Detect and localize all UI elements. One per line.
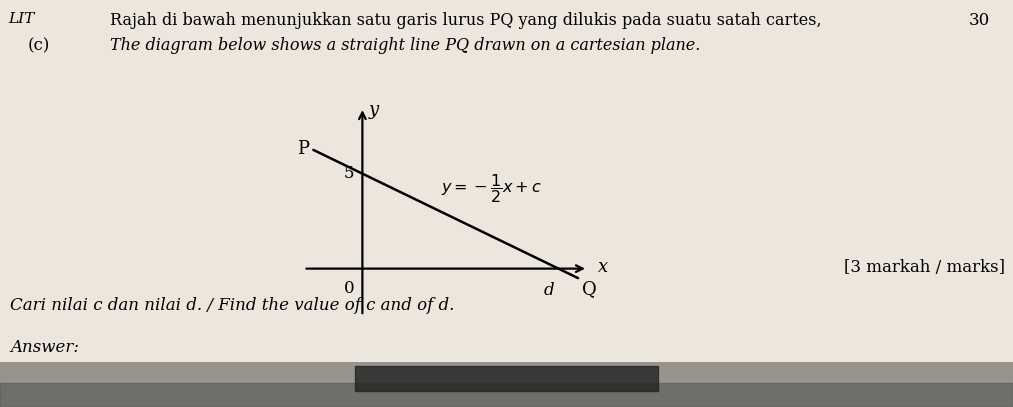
Text: d: d — [543, 282, 554, 299]
Text: Q: Q — [582, 280, 597, 298]
Text: Answer:: Answer: — [10, 339, 79, 356]
Text: (c): (c) — [28, 37, 51, 54]
Bar — [0, 0, 1013, 362]
Text: 0: 0 — [344, 280, 355, 297]
Text: Cari nilai c dan nilai d. / Find the value of c and of d.: Cari nilai c dan nilai d. / Find the val… — [10, 297, 455, 314]
Text: LIT: LIT — [8, 12, 34, 26]
Text: 30: 30 — [968, 12, 990, 29]
Text: x: x — [598, 258, 608, 276]
Text: y: y — [369, 101, 379, 120]
Text: The diagram below shows a straight line PQ drawn on a cartesian plane.: The diagram below shows a straight line … — [110, 37, 700, 54]
Text: $y = -\dfrac{1}{2}x + c$: $y = -\dfrac{1}{2}x + c$ — [441, 172, 542, 206]
Text: Rajah di bawah menunjukkan satu garis lurus PQ yang dilukis pada suatu satah car: Rajah di bawah menunjukkan satu garis lu… — [110, 12, 822, 29]
Text: 5: 5 — [344, 165, 355, 182]
Text: [3 markah / marks]: [3 markah / marks] — [844, 259, 1005, 276]
Text: P: P — [298, 140, 309, 158]
